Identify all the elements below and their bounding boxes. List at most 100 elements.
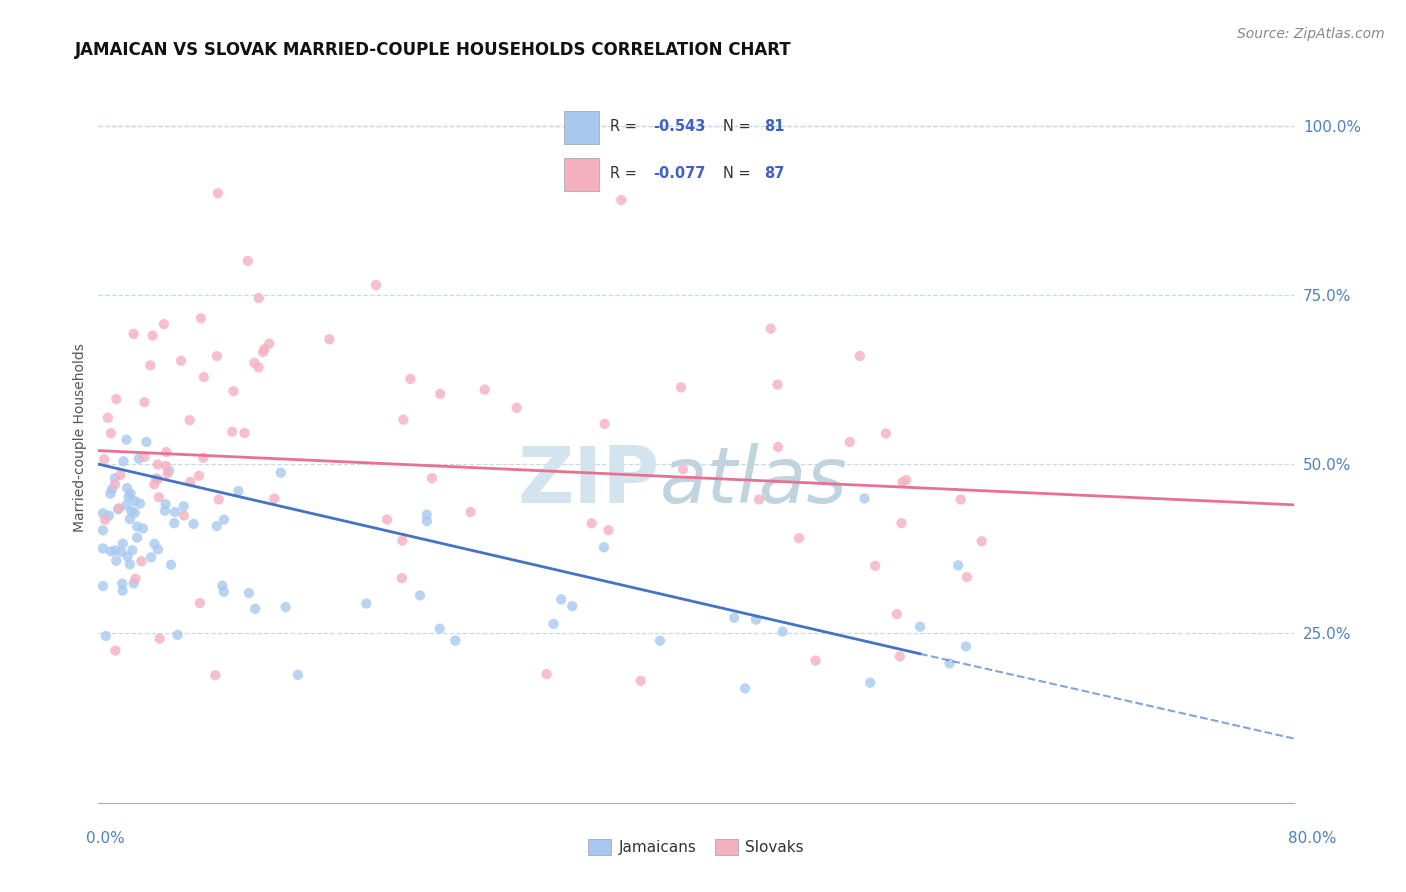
- Point: [648, 633, 671, 648]
- Point: [111, 536, 134, 550]
- Point: [134, 395, 156, 409]
- Point: [183, 516, 205, 531]
- Point: [145, 471, 167, 485]
- Point: [112, 454, 135, 468]
- Point: [94, 513, 117, 527]
- Point: [205, 519, 228, 533]
- Point: [233, 425, 256, 440]
- Legend: Jamaicans, Slovaks: Jamaicans, Slovaks: [582, 833, 810, 861]
- Point: [173, 508, 195, 523]
- Point: [97, 410, 120, 425]
- Point: [97, 508, 120, 523]
- Point: [593, 541, 616, 555]
- Text: 80.0%: 80.0%: [1288, 831, 1336, 846]
- Point: [146, 472, 169, 486]
- Point: [536, 667, 558, 681]
- Point: [188, 596, 211, 610]
- Point: [391, 571, 413, 585]
- Point: [236, 254, 259, 268]
- Point: [745, 613, 768, 627]
- Y-axis label: Married-couple Households: Married-couple Households: [73, 343, 87, 532]
- Point: [270, 466, 292, 480]
- Point: [955, 640, 977, 654]
- Point: [91, 541, 114, 556]
- Point: [723, 611, 745, 625]
- Point: [148, 490, 170, 504]
- Point: [124, 506, 146, 520]
- Point: [804, 654, 827, 668]
- Point: [429, 387, 451, 401]
- Point: [956, 570, 979, 584]
- Point: [318, 332, 340, 346]
- Point: [766, 440, 789, 454]
- Point: [228, 484, 250, 499]
- Point: [416, 514, 439, 528]
- Point: [212, 584, 235, 599]
- Point: [409, 588, 432, 602]
- Point: [120, 504, 142, 518]
- Point: [429, 622, 451, 636]
- Point: [849, 349, 872, 363]
- Point: [163, 516, 186, 530]
- Point: [772, 624, 794, 639]
- Point: [111, 576, 134, 591]
- Point: [460, 505, 482, 519]
- Point: [287, 668, 309, 682]
- Point: [252, 345, 274, 359]
- Point: [908, 620, 931, 634]
- Point: [247, 291, 270, 305]
- Point: [759, 322, 782, 336]
- Point: [865, 558, 887, 573]
- Point: [949, 492, 972, 507]
- Point: [129, 497, 152, 511]
- Point: [581, 516, 603, 531]
- Text: 0.0%: 0.0%: [86, 831, 125, 846]
- Point: [238, 586, 260, 600]
- Text: JAMAICAN VS SLOVAK MARRIED-COUPLE HOUSEHOLDS CORRELATION CHART: JAMAICAN VS SLOVAK MARRIED-COUPLE HOUSEH…: [75, 41, 792, 59]
- Point: [134, 450, 156, 464]
- Point: [375, 512, 398, 526]
- Point: [104, 477, 127, 491]
- Point: [91, 579, 114, 593]
- Point: [190, 311, 212, 326]
- Point: [94, 629, 117, 643]
- Point: [392, 412, 415, 426]
- Point: [146, 542, 169, 557]
- Point: [444, 633, 467, 648]
- Point: [115, 499, 138, 513]
- Point: [100, 426, 122, 441]
- Point: [107, 502, 129, 516]
- Point: [245, 602, 267, 616]
- Point: [859, 675, 882, 690]
- Point: [474, 383, 496, 397]
- Point: [561, 599, 583, 614]
- Point: [135, 434, 157, 449]
- Point: [243, 356, 266, 370]
- Point: [153, 504, 176, 518]
- Point: [610, 193, 633, 207]
- Point: [131, 554, 153, 568]
- Point: [146, 458, 169, 472]
- Point: [399, 372, 422, 386]
- Point: [142, 328, 165, 343]
- Point: [104, 643, 127, 657]
- Point: [193, 450, 215, 465]
- Point: [890, 516, 912, 530]
- Point: [211, 579, 233, 593]
- Point: [110, 467, 132, 482]
- Point: [101, 483, 124, 497]
- Point: [143, 477, 166, 491]
- Point: [853, 491, 876, 506]
- Point: [124, 572, 146, 586]
- Point: [946, 558, 969, 573]
- Text: Source: ZipAtlas.com: Source: ZipAtlas.com: [1237, 27, 1385, 41]
- Point: [669, 380, 692, 394]
- Point: [128, 451, 150, 466]
- Point: [170, 353, 193, 368]
- Point: [889, 649, 911, 664]
- Point: [891, 475, 914, 489]
- Point: [155, 458, 177, 473]
- Point: [163, 505, 186, 519]
- Point: [207, 186, 229, 201]
- Point: [157, 464, 180, 478]
